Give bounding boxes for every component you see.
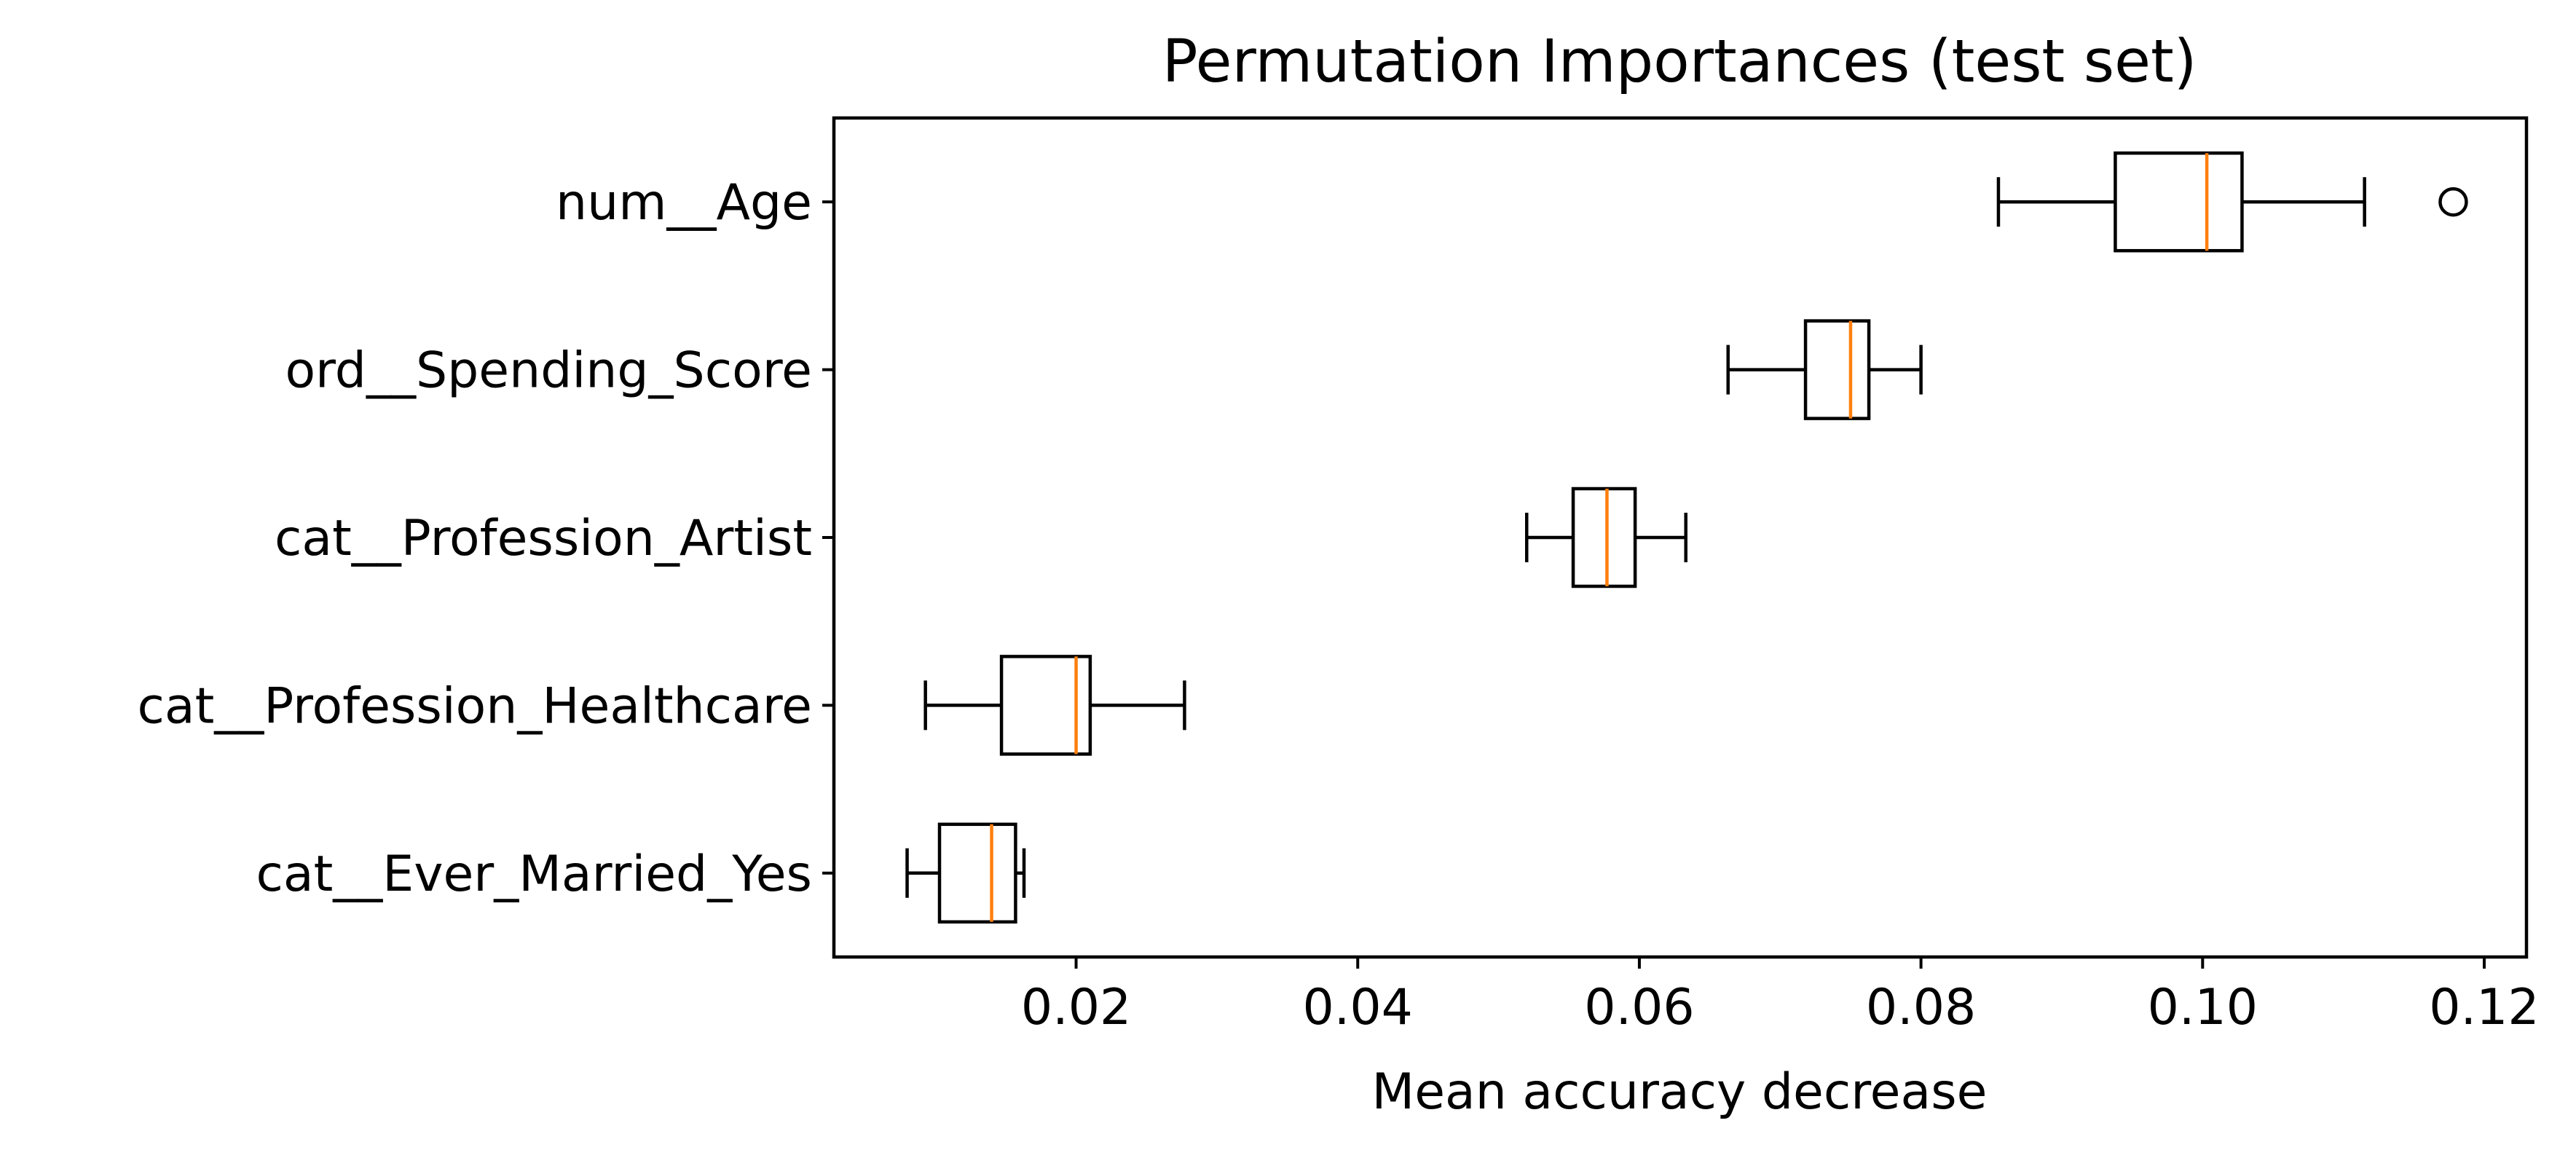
iqr-box — [2114, 151, 2244, 253]
box-num__Age — [1996, 151, 2468, 253]
box-cat__Profession_Artist — [1525, 487, 1687, 588]
y-tick-label: cat__Ever_Married_Yes — [256, 846, 812, 903]
boxplot-series — [905, 151, 2468, 924]
box-cat__Profession_Healthcare — [923, 655, 1186, 756]
x-tick-label: 0.06 — [1584, 979, 1694, 1036]
x-axis: 0.02 0.04 0.06 0.08 0.10 0.12 — [1021, 957, 2540, 1036]
iqr-box — [1803, 319, 1871, 420]
y-tick-label: ord__Spending_Score — [285, 342, 812, 400]
box-cat__Ever_Married_Yes — [905, 822, 1026, 924]
x-axis-label: Mean accuracy decrease — [1372, 1063, 1988, 1121]
outlier-point — [2438, 186, 2468, 217]
x-tick-label: 0.10 — [2148, 979, 2258, 1036]
iqr-box — [999, 655, 1092, 756]
x-tick-label: 0.02 — [1021, 979, 1131, 1036]
x-tick-label: 0.04 — [1303, 979, 1413, 1036]
x-tick-label: 0.12 — [2429, 979, 2539, 1036]
box-ord__Spending_Score — [1726, 319, 1923, 420]
iqr-box — [1571, 487, 1637, 588]
chart-title: Permutation Importances (test set) — [1162, 28, 2197, 96]
y-tick-label: cat__Profession_Healthcare — [138, 677, 812, 735]
y-axis: num__Age ord__Spending_Score cat__Professi… — [138, 174, 834, 903]
y-tick-label: num__Age — [556, 174, 812, 232]
iqr-box — [937, 822, 1017, 924]
x-tick-label: 0.08 — [1866, 979, 1976, 1036]
y-tick-label: cat__Profession_Artist — [275, 510, 812, 567]
